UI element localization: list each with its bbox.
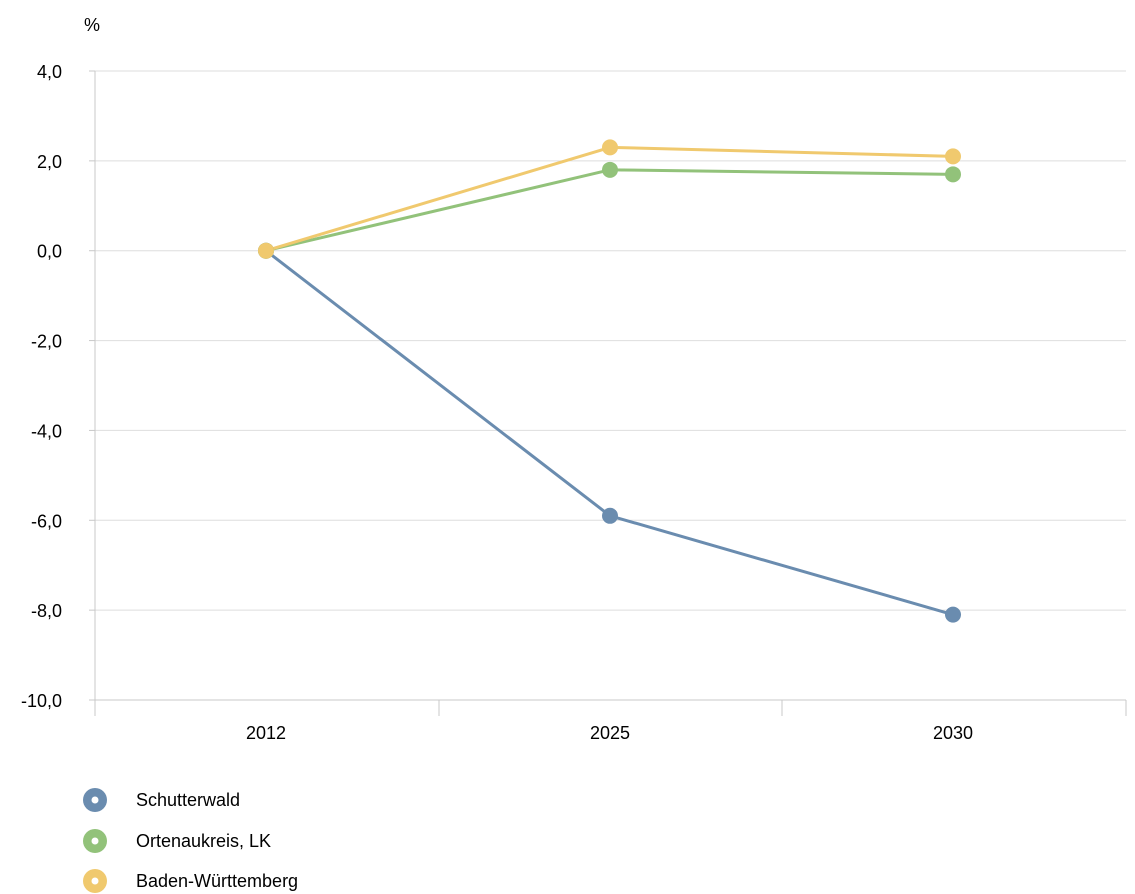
- axes: 4,0 2,0 0,0 -2,0 -4,0 -6,0 -8,0 -10,0 2012 2025 20…: [21, 62, 1127, 743]
- y-axis-unit: %: [84, 15, 100, 35]
- data-point[interactable]: [945, 166, 961, 183]
- series-line: [264, 249, 955, 617]
- y-tick-label: -8,0: [31, 601, 62, 621]
- series: [258, 139, 961, 623]
- legend-item[interactable]: Ortenaukreis, LK: [83, 829, 271, 853]
- y-tick-label: -4,0: [31, 421, 62, 441]
- y-tick-label: 4,0: [37, 62, 62, 82]
- data-point[interactable]: [945, 148, 961, 165]
- x-tick-label: 2025: [590, 723, 630, 743]
- data-point[interactable]: [602, 139, 618, 156]
- legend-label: Ortenaukreis, LK: [136, 831, 271, 851]
- y-tick-label: 0,0: [37, 242, 62, 262]
- series-line: [264, 168, 955, 253]
- data-point[interactable]: [945, 606, 961, 623]
- y-tick-label: -6,0: [31, 511, 62, 531]
- legend-item[interactable]: Baden-Württemberg: [83, 869, 298, 893]
- legend-marker-center: [91, 877, 99, 885]
- data-point[interactable]: [602, 507, 618, 524]
- y-tick-label: -2,0: [31, 332, 62, 352]
- legend-item[interactable]: Schutterwald: [83, 788, 240, 812]
- data-point[interactable]: [602, 161, 618, 178]
- legend-marker-center: [91, 837, 99, 845]
- legend: Schutterwald Ortenaukreis, LK Baden-Württe…: [83, 788, 298, 893]
- legend-label: Baden-Württemberg: [136, 871, 298, 891]
- data-point[interactable]: [258, 242, 274, 259]
- legend-marker-center: [91, 796, 99, 804]
- x-tick-label: 2012: [246, 723, 286, 743]
- y-tick-label: 2,0: [37, 152, 62, 172]
- x-tick-label: 2030: [933, 723, 973, 743]
- legend-label: Schutterwald: [136, 790, 240, 810]
- y-tick-label: -10,0: [21, 691, 62, 711]
